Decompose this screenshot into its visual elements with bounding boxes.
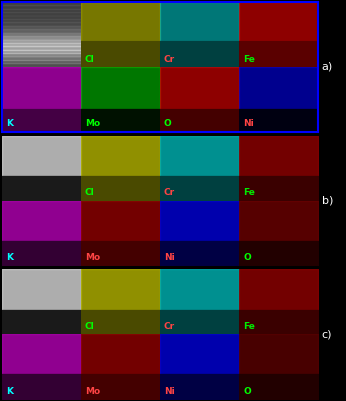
Bar [2, 63, 81, 67]
Text: Ni: Ni [164, 387, 175, 396]
Bar [2, 36, 81, 39]
Text: Ni: Ni [164, 253, 175, 262]
Text: Fe: Fe [243, 188, 255, 197]
Bar [2, 9, 81, 12]
Bar [2, 16, 81, 19]
Bar [2, 43, 81, 46]
Text: a): a) [322, 62, 333, 72]
Text: Fe: Fe [243, 55, 255, 64]
Text: Mo: Mo [85, 387, 100, 396]
Text: O: O [243, 253, 251, 262]
Text: Cr: Cr [164, 55, 175, 64]
Text: Mo: Mo [85, 253, 100, 262]
Text: Cr: Cr [164, 188, 175, 197]
Bar [2, 22, 81, 26]
Text: O: O [164, 119, 172, 128]
Text: Cl: Cl [85, 55, 94, 64]
Bar [2, 29, 81, 32]
Text: K: K [6, 253, 13, 262]
Text: b): b) [322, 196, 333, 205]
Text: Ni: Ni [243, 119, 254, 128]
Bar [2, 12, 81, 16]
Text: Cl: Cl [85, 188, 94, 197]
Text: Cl: Cl [85, 322, 94, 331]
Text: Cr: Cr [164, 322, 175, 331]
Text: Fe: Fe [243, 322, 255, 331]
Bar [2, 57, 81, 60]
Text: Mo: Mo [85, 119, 100, 128]
Bar [2, 26, 81, 29]
Bar [2, 60, 81, 63]
Bar [2, 6, 81, 9]
Bar [2, 67, 81, 70]
Text: K: K [6, 387, 13, 396]
Text: K: K [6, 119, 13, 128]
Text: O: O [243, 387, 251, 396]
Bar [2, 19, 81, 22]
Bar [2, 40, 81, 43]
Bar [2, 47, 81, 50]
Text: c): c) [322, 329, 332, 339]
Bar [2, 53, 81, 57]
Bar [2, 50, 81, 53]
Bar [2, 2, 81, 5]
Bar [2, 33, 81, 36]
